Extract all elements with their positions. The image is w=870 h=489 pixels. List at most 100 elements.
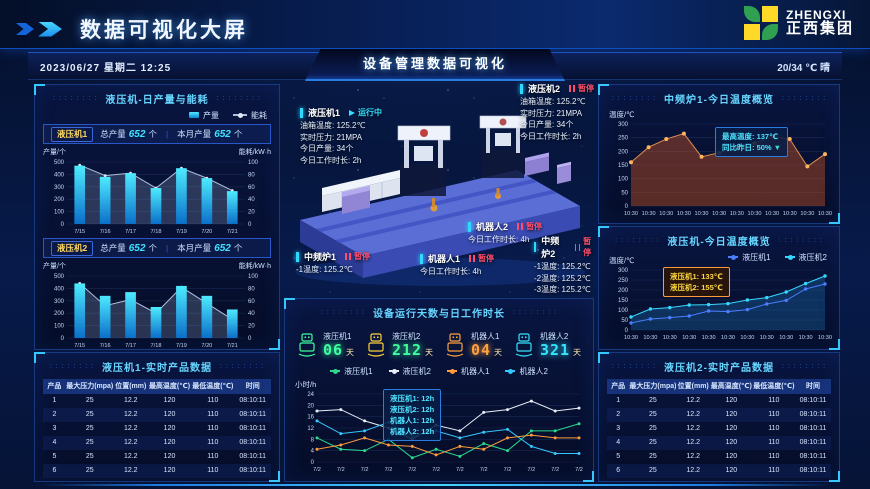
svg-text:0: 0 <box>61 336 65 342</box>
sub-header-bar: 2023/06/27 星期二 12:25 设备管理数据可视化 20/34 ℃ 晴 <box>28 49 842 81</box>
table-cell: 110 <box>207 397 219 404</box>
table-cell: 08:10:11 <box>799 439 827 446</box>
table-cell: 120 <box>163 397 176 404</box>
machine-name: 液压机1 <box>308 108 341 118</box>
svg-text:40: 40 <box>248 197 255 203</box>
factory-3d-scene[interactable]: 液压机1 运行中 油箱温度: 125.2℃ 实时压力: 21MPA 今日产量: 34个今… <box>282 80 594 294</box>
stat-name: 机器人1 <box>470 331 500 341</box>
machine-name-badge: 液压机2 <box>51 240 94 256</box>
scene-label-中频炉1: 中频炉1 暂停 -1温度: 125.2℃ <box>296 250 370 276</box>
chevron-icon <box>38 21 62 37</box>
bar-swatch-icon <box>189 112 199 118</box>
legend-液压机2[interactable]: 液压机2 <box>784 252 827 263</box>
table-cell: 时间 <box>806 383 821 390</box>
chart-hydraulic2-production[interactable]: 0 0 100 20 200 40 300 60 400 80 500 100 7/15 7/16 7/17… <box>41 271 273 349</box>
legend-production[interactable]: 产量 <box>189 110 219 121</box>
machine-stat-row: -1温度: 125.2℃ <box>296 265 353 274</box>
label-accent-bar <box>534 242 537 252</box>
svg-text:300: 300 <box>618 122 629 128</box>
table-cell: 110 <box>768 397 780 404</box>
svg-text:10:30: 10:30 <box>747 211 761 217</box>
table-cell: 25 <box>649 411 657 418</box>
svg-text:10:30: 10:30 <box>760 335 774 341</box>
machine-stat-row: 实时压力: 21MPA <box>300 132 363 142</box>
stat-name: 液压机1 <box>322 331 352 341</box>
table-cell: 12.2 <box>123 397 138 404</box>
chart-hydraulic1-production[interactable]: 0 0 100 20 200 40 300 60 400 80 500 100 7/15 7/16 7/17… <box>41 157 273 235</box>
chart-runtime-hours[interactable]: 0 4 8 12 16 20 24 7/2 7/2 7/2 7/2 7/2 7/2 7/2 7/2 7/2 7/… <box>291 389 587 473</box>
machine-stat-row: 今日工作时长: 2h <box>300 155 362 165</box>
legend-液压机1[interactable]: 液压机1 <box>728 252 771 263</box>
svg-text:7/2: 7/2 <box>408 467 416 473</box>
svg-text:10:30: 10:30 <box>799 335 813 341</box>
legend-energy[interactable]: 能耗 <box>233 110 267 121</box>
pause-icon <box>569 85 571 92</box>
table-cell: 25 <box>649 397 657 404</box>
svg-text:10:30: 10:30 <box>695 211 709 217</box>
svg-text:10:30: 10:30 <box>800 211 814 217</box>
total-unit: 个 <box>148 243 157 253</box>
legend-液压机1[interactable]: 液压机1 <box>330 366 373 377</box>
machine-name: 液压机2 <box>528 84 561 94</box>
legend-机器人1[interactable]: 机器人1 <box>447 366 489 377</box>
svg-text:0: 0 <box>61 222 65 228</box>
hydraulic-temp-tooltip: 液压机1: 133℃ 液压机2: 155℃ <box>663 267 730 297</box>
table-cell: 120 <box>163 453 176 460</box>
chart-furnace-temperature[interactable]: 0 50 100 150 200 250 300 10:30 10:30 10:30 10:30 10… <box>605 119 833 217</box>
svg-text:7/2: 7/2 <box>361 467 369 473</box>
stat-name: 机器人2 <box>539 331 569 341</box>
svg-text:100: 100 <box>248 274 259 280</box>
svg-text:50: 50 <box>621 190 628 196</box>
machine-stat-row: 今日工作时长: 4h <box>468 235 530 244</box>
svg-text:60: 60 <box>248 185 255 191</box>
table-cell: 最大压力(mpa) <box>629 383 677 390</box>
table-cell: 12.2 <box>123 425 138 432</box>
legend-机器人2[interactable]: 机器人2 <box>505 366 548 377</box>
table-cell: 08:10:11 <box>799 425 827 432</box>
status-paused: 暂停 <box>517 221 542 232</box>
table-cell: 12.2 <box>123 453 138 460</box>
svg-text:10:30: 10:30 <box>740 335 754 341</box>
machine-summary-1: 液压机1 总产量 652 个 | 本月产量 652 个 <box>43 124 271 144</box>
svg-text:20: 20 <box>248 324 255 330</box>
table-cell: 3 <box>616 425 621 432</box>
table-cell: 25 <box>85 411 94 418</box>
label-accent-bar <box>296 251 299 262</box>
machine-stat-row: -1温度: 125.2℃ <box>534 262 591 271</box>
svg-text:7/2: 7/2 <box>337 467 345 473</box>
product-data-table: 产品 最大压力(mpa) 位置(mm) 最高温度(℃) 最低温度(℃) 时间 1 25 12.2… <box>607 379 831 478</box>
logo-text-cn: 正西集团 <box>785 20 854 38</box>
scene-label-机器人1: 机器人1 暂停 今日工作时长: 4h <box>420 252 494 278</box>
svg-text:250: 250 <box>618 136 629 142</box>
svg-text:200: 200 <box>54 197 65 203</box>
legend-swatch-icon <box>505 368 516 374</box>
machine-stat-row: -2温度: 125.2℃ <box>534 273 591 283</box>
scene-label-液压机1: 液压机1 运行中 油箱温度: 125.2℃ 实时压力: 21MPA 今日产量: 34个今… <box>300 106 382 166</box>
stat-unit: 天 <box>573 347 582 357</box>
table-cell: 120 <box>163 439 176 446</box>
top-header: 数据可视化大屏 ZHENGXI 正西集团 <box>0 0 870 49</box>
table-cell: 最低温度(℃) <box>192 383 234 390</box>
legend-液压机2[interactable]: 液压机2 <box>388 366 431 377</box>
total-unit: 个 <box>148 129 157 139</box>
panel-hydraulic2-products: 液压机2-实时产品数据 产品最大压力(mpa)位置(mm)最高温度(℃)最低温度… <box>598 352 840 482</box>
table-cell: 08:10:11 <box>239 425 267 432</box>
table-cell: 25 <box>649 467 657 474</box>
svg-text:80: 80 <box>248 172 255 178</box>
svg-text:10:30: 10:30 <box>682 335 696 341</box>
svg-text:7/17: 7/17 <box>125 343 136 349</box>
svg-text:10:30: 10:30 <box>712 211 726 217</box>
month-value: 652 <box>214 242 231 254</box>
table-cell: 08:10:11 <box>239 453 267 460</box>
table-row: 3 25 12.2 120 110 08:10:11 <box>607 422 831 436</box>
table-cell: 110 <box>207 425 219 432</box>
svg-text:300: 300 <box>54 185 65 191</box>
machine-stat-row: 今日工作时长: 2h <box>520 131 582 141</box>
chart-hydraulic-temperature[interactable]: 0 50 100 150 200 250 300 10:30 10:30 10:30 10:30 10… <box>605 265 833 341</box>
factory-platform-graphic <box>295 115 585 286</box>
robot-icon <box>446 333 464 357</box>
pause-icon <box>517 223 520 230</box>
machine-name-badge: 液压机1 <box>51 126 94 142</box>
month-label: 本月产量 <box>177 243 212 253</box>
svg-text:7/21: 7/21 <box>227 343 238 349</box>
